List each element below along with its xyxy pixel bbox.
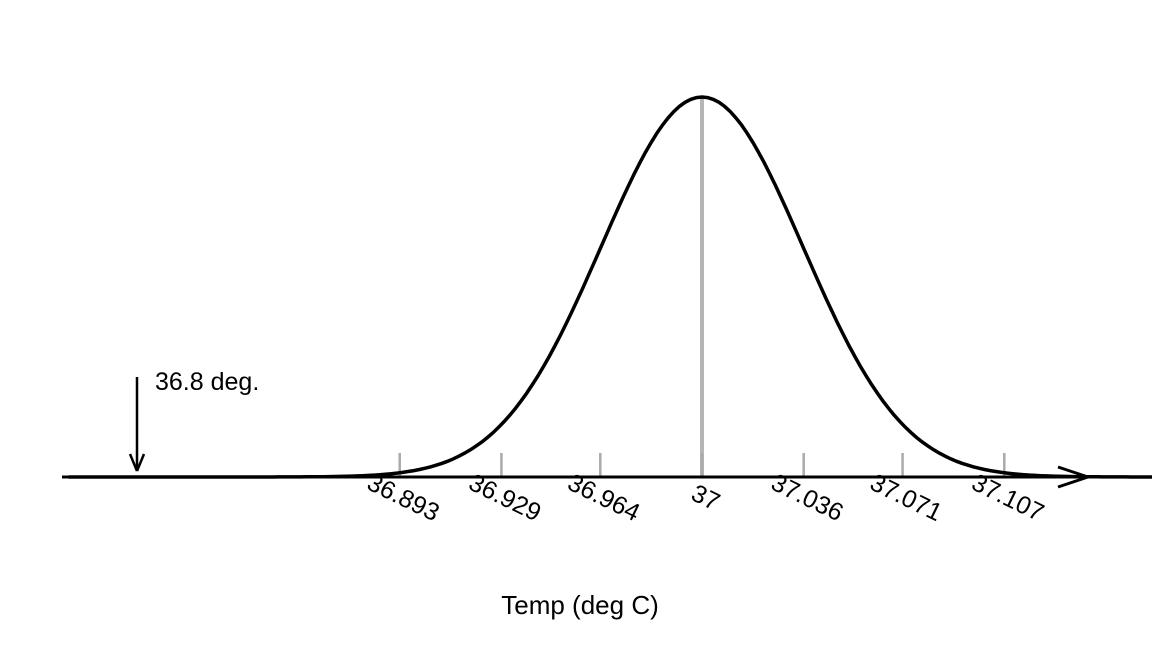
x-axis-title: Temp (deg C) (501, 590, 659, 620)
arrowhead-lower-stroke (1057, 475, 1089, 489)
x-tick-label: 37 (687, 479, 724, 516)
x-axis-ticks (398, 453, 1006, 477)
annotation-arrowhead-left (128, 453, 139, 472)
curve-path (67, 95, 1152, 479)
annotation-arrowhead-right (135, 453, 146, 472)
annotation-arrow-icon (128, 377, 146, 472)
annotation-label: 36.8 deg. (155, 368, 259, 396)
